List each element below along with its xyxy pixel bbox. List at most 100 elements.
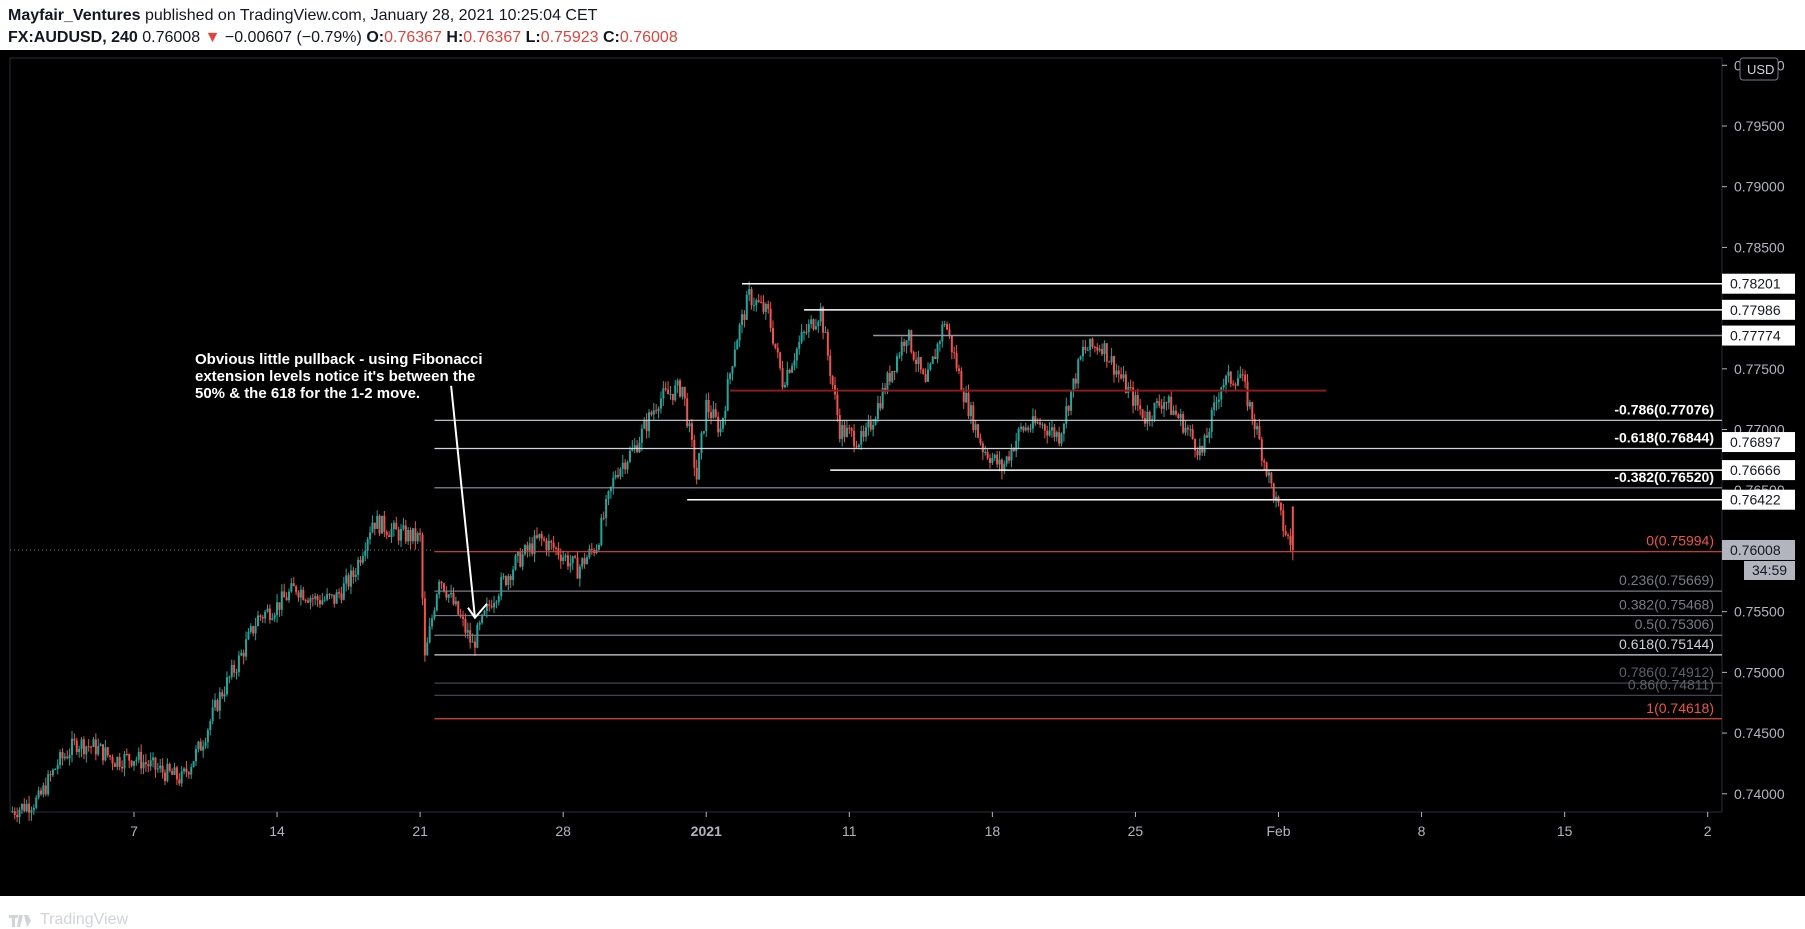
candle-body	[99, 744, 102, 747]
candle-body	[686, 398, 689, 427]
candle-body	[307, 600, 310, 603]
candle-body	[1234, 384, 1237, 386]
candle-body	[569, 562, 572, 567]
candle-body	[1246, 381, 1249, 407]
x-tick-label: 2021	[691, 823, 722, 839]
candle-body	[664, 388, 667, 390]
candle-body	[1060, 433, 1063, 444]
candle-body	[683, 386, 686, 399]
candle-body	[788, 369, 791, 373]
candle-body	[841, 424, 844, 439]
candle-body	[245, 639, 248, 657]
price-chart[interactable]: 0.800000.795000.790000.785000.780000.775…	[0, 50, 1805, 896]
resistance-lines[interactable]	[687, 282, 1722, 501]
price-label-box	[1722, 489, 1795, 510]
candle-body	[1265, 462, 1268, 476]
candle-body	[1191, 429, 1194, 439]
candle-body	[385, 531, 388, 536]
candle-body	[80, 739, 83, 749]
candle-body	[354, 574, 357, 577]
candle-body	[719, 428, 722, 433]
candle-body	[23, 803, 26, 812]
y-axis[interactable]: 0.800000.795000.790000.785000.780000.775…	[1722, 57, 1785, 802]
candle-body	[123, 753, 126, 769]
x-axis[interactable]: 7 14 21 28 2021 11 18 25 Feb 8 15 2	[130, 812, 1712, 839]
candle-body	[73, 738, 76, 741]
candle-body	[192, 761, 195, 768]
candle-body	[247, 631, 250, 640]
candle-body	[266, 608, 269, 612]
candle-body	[216, 700, 219, 711]
candle-body	[278, 602, 281, 610]
candle-body	[998, 459, 1001, 465]
candle-body	[256, 615, 259, 627]
candle-body	[106, 747, 109, 756]
fib-level-label: 0.786(0.74912)	[1619, 664, 1714, 680]
candle-body	[545, 540, 548, 551]
candle-body	[20, 803, 23, 810]
annotation[interactable]: Obvious little pullback - using Fibonacc…	[195, 351, 488, 620]
candle-body	[1029, 428, 1032, 430]
price-label: 0.77774	[1730, 328, 1781, 344]
candle-body	[984, 451, 987, 453]
candle-body	[101, 744, 104, 761]
candle-body	[1122, 374, 1125, 379]
candle-body	[149, 760, 152, 767]
candle-body	[967, 392, 970, 417]
candle-body	[1141, 409, 1144, 419]
candle-body	[1189, 429, 1192, 431]
candle-body	[695, 467, 698, 480]
candle-body	[609, 486, 612, 492]
candle-body	[535, 535, 538, 538]
candle-body	[1241, 374, 1244, 376]
candle-body	[953, 352, 956, 354]
candle-body	[602, 517, 605, 519]
candle-body	[431, 618, 434, 627]
candle-body	[464, 619, 467, 633]
candle-body	[185, 768, 188, 773]
price-axis-labels[interactable]: 0.78201 0.77986 0.77774 0.76897 0.76666 0.764…	[1722, 273, 1795, 580]
candle-body	[1194, 438, 1197, 451]
chart-area[interactable]: 0.800000.795000.790000.785000.780000.775…	[0, 50, 1805, 928]
candle-body	[938, 341, 941, 344]
candle-body	[1167, 396, 1170, 403]
candle-body	[1287, 534, 1290, 536]
candle-body	[597, 544, 600, 550]
candle-body	[748, 289, 751, 295]
tradingview-logo[interactable]: TradingView	[8, 911, 128, 929]
candle-body	[416, 533, 419, 542]
candle-body	[180, 771, 183, 784]
candle-body	[1165, 402, 1168, 404]
symbol-label[interactable]: FX:AUDUSD, 240	[8, 29, 138, 46]
candle-body	[1203, 435, 1206, 453]
candle-body	[826, 331, 829, 356]
fibonacci-extension[interactable]: 0(0.75994) 0.236(0.75669) 0.382(0.75468) 0.…	[434, 401, 1722, 720]
price-label: 0.78201	[1730, 276, 1781, 292]
candle-body	[75, 740, 78, 753]
candle-body	[183, 768, 186, 772]
price-label: 0.76422	[1730, 492, 1781, 508]
candle-body	[16, 814, 19, 818]
candle-body	[159, 765, 162, 769]
candle-body	[679, 380, 682, 397]
current-price-label: 0.76008	[1730, 542, 1781, 558]
candle-body	[404, 525, 407, 542]
candle-body	[352, 570, 355, 577]
y-tick-label: 0.74500	[1734, 725, 1785, 741]
candle-body	[919, 357, 922, 370]
fib-level-label: -0.618(0.76844)	[1614, 429, 1714, 445]
candle-body	[37, 790, 40, 798]
candle-body	[690, 423, 693, 440]
author-name[interactable]: Mayfair_Ventures	[8, 7, 141, 24]
candle-body	[762, 302, 765, 312]
currency-badge[interactable]: USD	[1739, 57, 1779, 81]
candle-body	[478, 622, 481, 625]
candle-body	[755, 300, 758, 306]
candle-body	[543, 538, 546, 541]
candle-body	[743, 314, 746, 320]
candle-body	[504, 576, 507, 585]
candle-body	[872, 424, 875, 430]
candle-body	[371, 522, 374, 533]
candle-body	[836, 394, 839, 416]
candle-body	[66, 756, 69, 759]
